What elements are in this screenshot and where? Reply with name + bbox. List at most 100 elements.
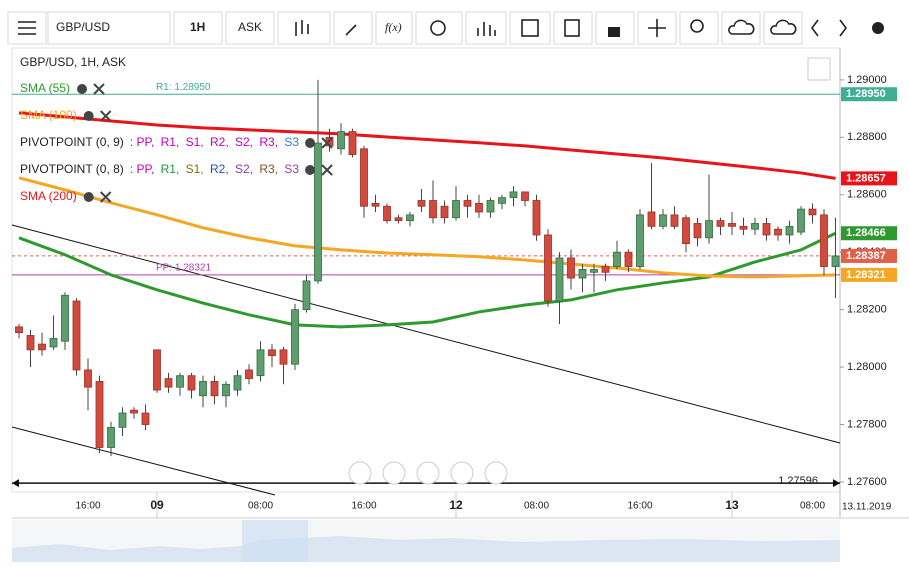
- zoom-out[interactable]: [382, 461, 406, 485]
- legend-level: R1,: [157, 162, 179, 176]
- navigator-area: [12, 536, 840, 562]
- candle-body: [716, 220, 725, 227]
- candle-body: [15, 326, 23, 334]
- expand-button[interactable]: [807, 57, 831, 81]
- indicators-button[interactable]: [465, 11, 507, 45]
- candle-body: [187, 375, 196, 391]
- calendar-button[interactable]: [509, 11, 551, 45]
- report-button[interactable]: [553, 11, 593, 45]
- candle-body: [463, 200, 472, 207]
- x-tick-label: 16:00: [351, 501, 376, 512]
- candle-body: [831, 255, 840, 267]
- settings-icon[interactable]: [305, 165, 316, 175]
- function-label: f(x): [385, 20, 402, 34]
- navigator-window[interactable]: [242, 520, 308, 562]
- candle-body: [222, 383, 230, 397]
- x-tick-label: 16:00: [75, 501, 100, 512]
- candle-body: [49, 337, 58, 348]
- symbol-select[interactable]: [47, 11, 171, 45]
- candle-body: [544, 234, 552, 302]
- legend-item: PIVOTPOINT (0, 8): [20, 162, 124, 176]
- scroll-left[interactable]: [348, 461, 372, 485]
- candle-body: [797, 208, 805, 233]
- candle-body: [210, 381, 219, 397]
- candle-body: [762, 223, 771, 236]
- zoom-icon: [690, 19, 704, 33]
- zoom-button[interactable]: [679, 11, 719, 45]
- legend-item: SMA (100): [20, 108, 77, 122]
- trend-line: [11, 224, 841, 444]
- price-label-bg: [841, 87, 897, 102]
- candle-body: [705, 220, 713, 239]
- candle-body: [417, 200, 426, 207]
- timeframe-select[interactable]: [173, 11, 223, 45]
- candle-body: [279, 349, 288, 365]
- legend-level: S1,: [182, 135, 203, 149]
- candles-icon: [295, 20, 309, 36]
- candle-body: [567, 257, 575, 279]
- settings-icon[interactable]: [83, 192, 94, 202]
- settings-icon[interactable]: [77, 84, 88, 94]
- remove-icon[interactable]: [321, 137, 333, 149]
- date-stamp: 13.11.2019: [842, 502, 892, 513]
- settings-icon[interactable]: [305, 138, 316, 148]
- remove-icon[interactable]: [99, 110, 112, 122]
- legend-level: R2,: [207, 162, 229, 176]
- bars-icon: [477, 22, 496, 36]
- candle-body: [624, 251, 633, 267]
- plot: R1: 1.28950 PP: 1.28321: [12, 79, 840, 488]
- candle-body: [532, 200, 541, 236]
- candle-body: [486, 200, 495, 213]
- price-side: ASK: [238, 20, 262, 34]
- candle-body: [682, 217, 690, 244]
- candle-body: [118, 412, 127, 428]
- settings-icon[interactable]: [83, 111, 94, 121]
- candle-body: [555, 257, 564, 302]
- x-tick-label: 16:00: [627, 501, 652, 512]
- candle-body: [360, 148, 368, 207]
- zoom-in[interactable]: [450, 461, 474, 485]
- sma-line: [18, 111, 836, 180]
- candle-body: [498, 197, 506, 204]
- remove-icon[interactable]: [93, 83, 105, 95]
- legend-level: R3,: [256, 162, 278, 176]
- candle-body: [774, 228, 782, 236]
- price-label: 1.28950: [846, 88, 886, 100]
- next-button[interactable]: [839, 19, 847, 37]
- candle-body: [578, 269, 587, 279]
- legend-level: S2,: [232, 135, 253, 149]
- remove-icon[interactable]: [99, 191, 112, 203]
- candle-body: [785, 225, 794, 236]
- y-tick-label: 1.29000: [847, 74, 887, 86]
- legend-level: R3,: [256, 135, 278, 149]
- price-label: 1.28387: [846, 250, 886, 262]
- remove-icon[interactable]: [321, 164, 333, 176]
- price-side-select[interactable]: [225, 11, 275, 45]
- crosshair-icon: [648, 19, 666, 37]
- legend-item: SMA (200): [20, 189, 77, 203]
- chart-type-button[interactable]: [277, 11, 331, 45]
- legend-item: SMA (55): [20, 81, 70, 95]
- candle-body: [348, 131, 357, 155]
- info-button[interactable]: [415, 11, 463, 45]
- scroll-right[interactable]: [484, 461, 508, 485]
- x-tick-label: 08:00: [248, 501, 273, 512]
- candle-body: [302, 280, 311, 311]
- candle-body: [394, 217, 403, 222]
- legend-level: : PP,: [130, 162, 154, 176]
- timeframe: 1H: [190, 20, 205, 34]
- settings-button[interactable]: [872, 22, 884, 34]
- prev-button[interactable]: [811, 19, 819, 37]
- legend-level: : PP,: [130, 135, 154, 149]
- function-button[interactable]: [375, 11, 413, 45]
- info-icon: [430, 20, 446, 36]
- reset-zoom[interactable]: [416, 461, 440, 485]
- pencil-icon: [345, 24, 357, 36]
- legend-level: S3: [281, 162, 299, 176]
- candle-body: [440, 205, 449, 219]
- draw-button[interactable]: [333, 11, 373, 45]
- candle-body: [429, 200, 437, 219]
- candle-body: [176, 375, 184, 388]
- candle-body: [371, 202, 380, 207]
